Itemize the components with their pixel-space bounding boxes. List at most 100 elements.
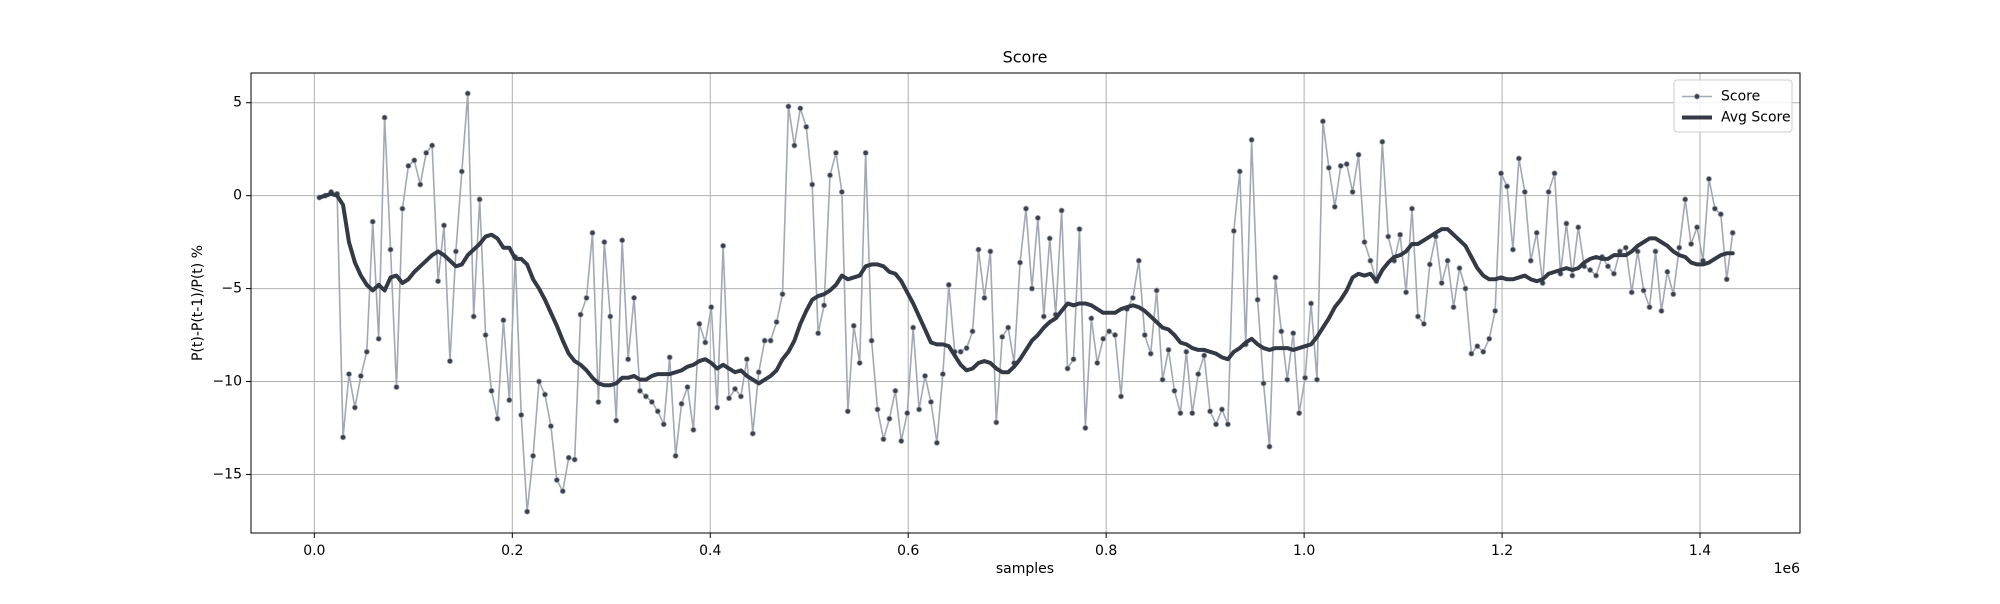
data-point — [357, 372, 364, 379]
data-point — [1593, 272, 1600, 279]
data-point — [821, 302, 828, 309]
data-point — [1610, 270, 1617, 277]
data-point — [1456, 265, 1463, 272]
data-point — [340, 434, 347, 441]
data-point — [791, 142, 798, 149]
data-point — [1058, 207, 1065, 214]
data-point — [1355, 151, 1362, 158]
data-point — [1521, 188, 1528, 195]
data-point — [1450, 304, 1457, 311]
data-point — [1118, 393, 1125, 400]
data-point — [803, 123, 810, 130]
data-point — [452, 248, 459, 255]
data-point — [743, 356, 750, 363]
data-point — [981, 294, 988, 301]
data-point — [1361, 239, 1368, 246]
data-point — [1474, 343, 1481, 350]
data-point — [363, 348, 370, 355]
data-point — [1409, 205, 1416, 212]
data-point — [1224, 421, 1231, 428]
data-point — [619, 237, 626, 244]
data-point — [1498, 170, 1505, 177]
x-axis-label: samples — [996, 561, 1054, 577]
data-point — [1658, 307, 1665, 314]
data-point — [1723, 276, 1730, 283]
data-point — [429, 142, 436, 149]
data-point — [541, 391, 548, 398]
data-point — [636, 387, 643, 394]
data-point — [1177, 410, 1184, 417]
data-point — [1575, 224, 1582, 231]
x-tick-label: 1.2 — [1491, 543, 1513, 559]
data-point — [1486, 335, 1493, 342]
data-point — [874, 406, 881, 413]
data-point — [844, 408, 851, 415]
x-offset-label: 1e6 — [1774, 561, 1801, 577]
data-point — [880, 436, 887, 443]
x-tick-label: 0.0 — [303, 543, 325, 559]
data-point — [559, 488, 566, 495]
data-point — [625, 356, 632, 363]
data-point — [1646, 304, 1653, 311]
data-point — [589, 229, 596, 236]
data-point — [1195, 371, 1202, 378]
data-point — [898, 437, 905, 444]
data-point — [927, 398, 934, 405]
data-point — [1159, 376, 1166, 383]
y-tick-label: −10 — [212, 374, 242, 390]
data-point — [577, 311, 584, 318]
data-point — [654, 408, 661, 415]
data-point — [1628, 289, 1635, 296]
data-point — [1397, 231, 1404, 238]
data-point — [1444, 257, 1451, 264]
data-point — [1082, 424, 1089, 431]
data-point — [405, 162, 412, 169]
data-point — [506, 397, 513, 404]
data-point — [1337, 162, 1344, 169]
data-point — [530, 452, 537, 459]
data-point — [393, 384, 400, 391]
data-point — [446, 358, 453, 365]
legend-label: Score — [1721, 89, 1760, 105]
data-point — [1260, 380, 1267, 387]
data-point — [993, 419, 1000, 426]
data-point — [1129, 294, 1136, 301]
grid — [251, 73, 1800, 533]
y-tick-label: −15 — [212, 466, 242, 482]
data-point — [381, 114, 388, 121]
data-point — [1343, 161, 1350, 168]
data-point — [1302, 374, 1309, 381]
legend-label: Avg Score — [1721, 110, 1791, 126]
data-point — [868, 337, 875, 344]
data-point — [565, 454, 572, 461]
data-point — [1153, 287, 1160, 294]
data-point — [1201, 352, 1208, 359]
data-point — [1331, 203, 1338, 210]
data-point — [1284, 376, 1291, 383]
data-point — [755, 369, 762, 376]
data-point — [613, 417, 620, 424]
data-point — [1290, 330, 1297, 337]
data-point — [1278, 328, 1285, 335]
x-tick-label: 0.4 — [699, 543, 721, 559]
data-point — [1426, 261, 1433, 268]
data-point — [1076, 226, 1083, 233]
data-point — [1349, 188, 1356, 195]
data-point — [892, 387, 899, 394]
data-point — [708, 304, 715, 311]
data-point — [939, 371, 946, 378]
data-point — [1682, 196, 1689, 203]
data-point — [1622, 244, 1629, 251]
data-point — [957, 348, 964, 355]
data-point — [423, 149, 430, 156]
data-point — [1112, 332, 1119, 339]
data-point — [518, 411, 525, 418]
y-tick-label: 5 — [233, 95, 242, 111]
data-point — [642, 393, 649, 400]
data-point — [1165, 346, 1172, 353]
data-point — [1296, 410, 1303, 417]
data-point — [809, 181, 816, 188]
data-point — [1367, 257, 1374, 264]
data-point — [767, 337, 774, 344]
